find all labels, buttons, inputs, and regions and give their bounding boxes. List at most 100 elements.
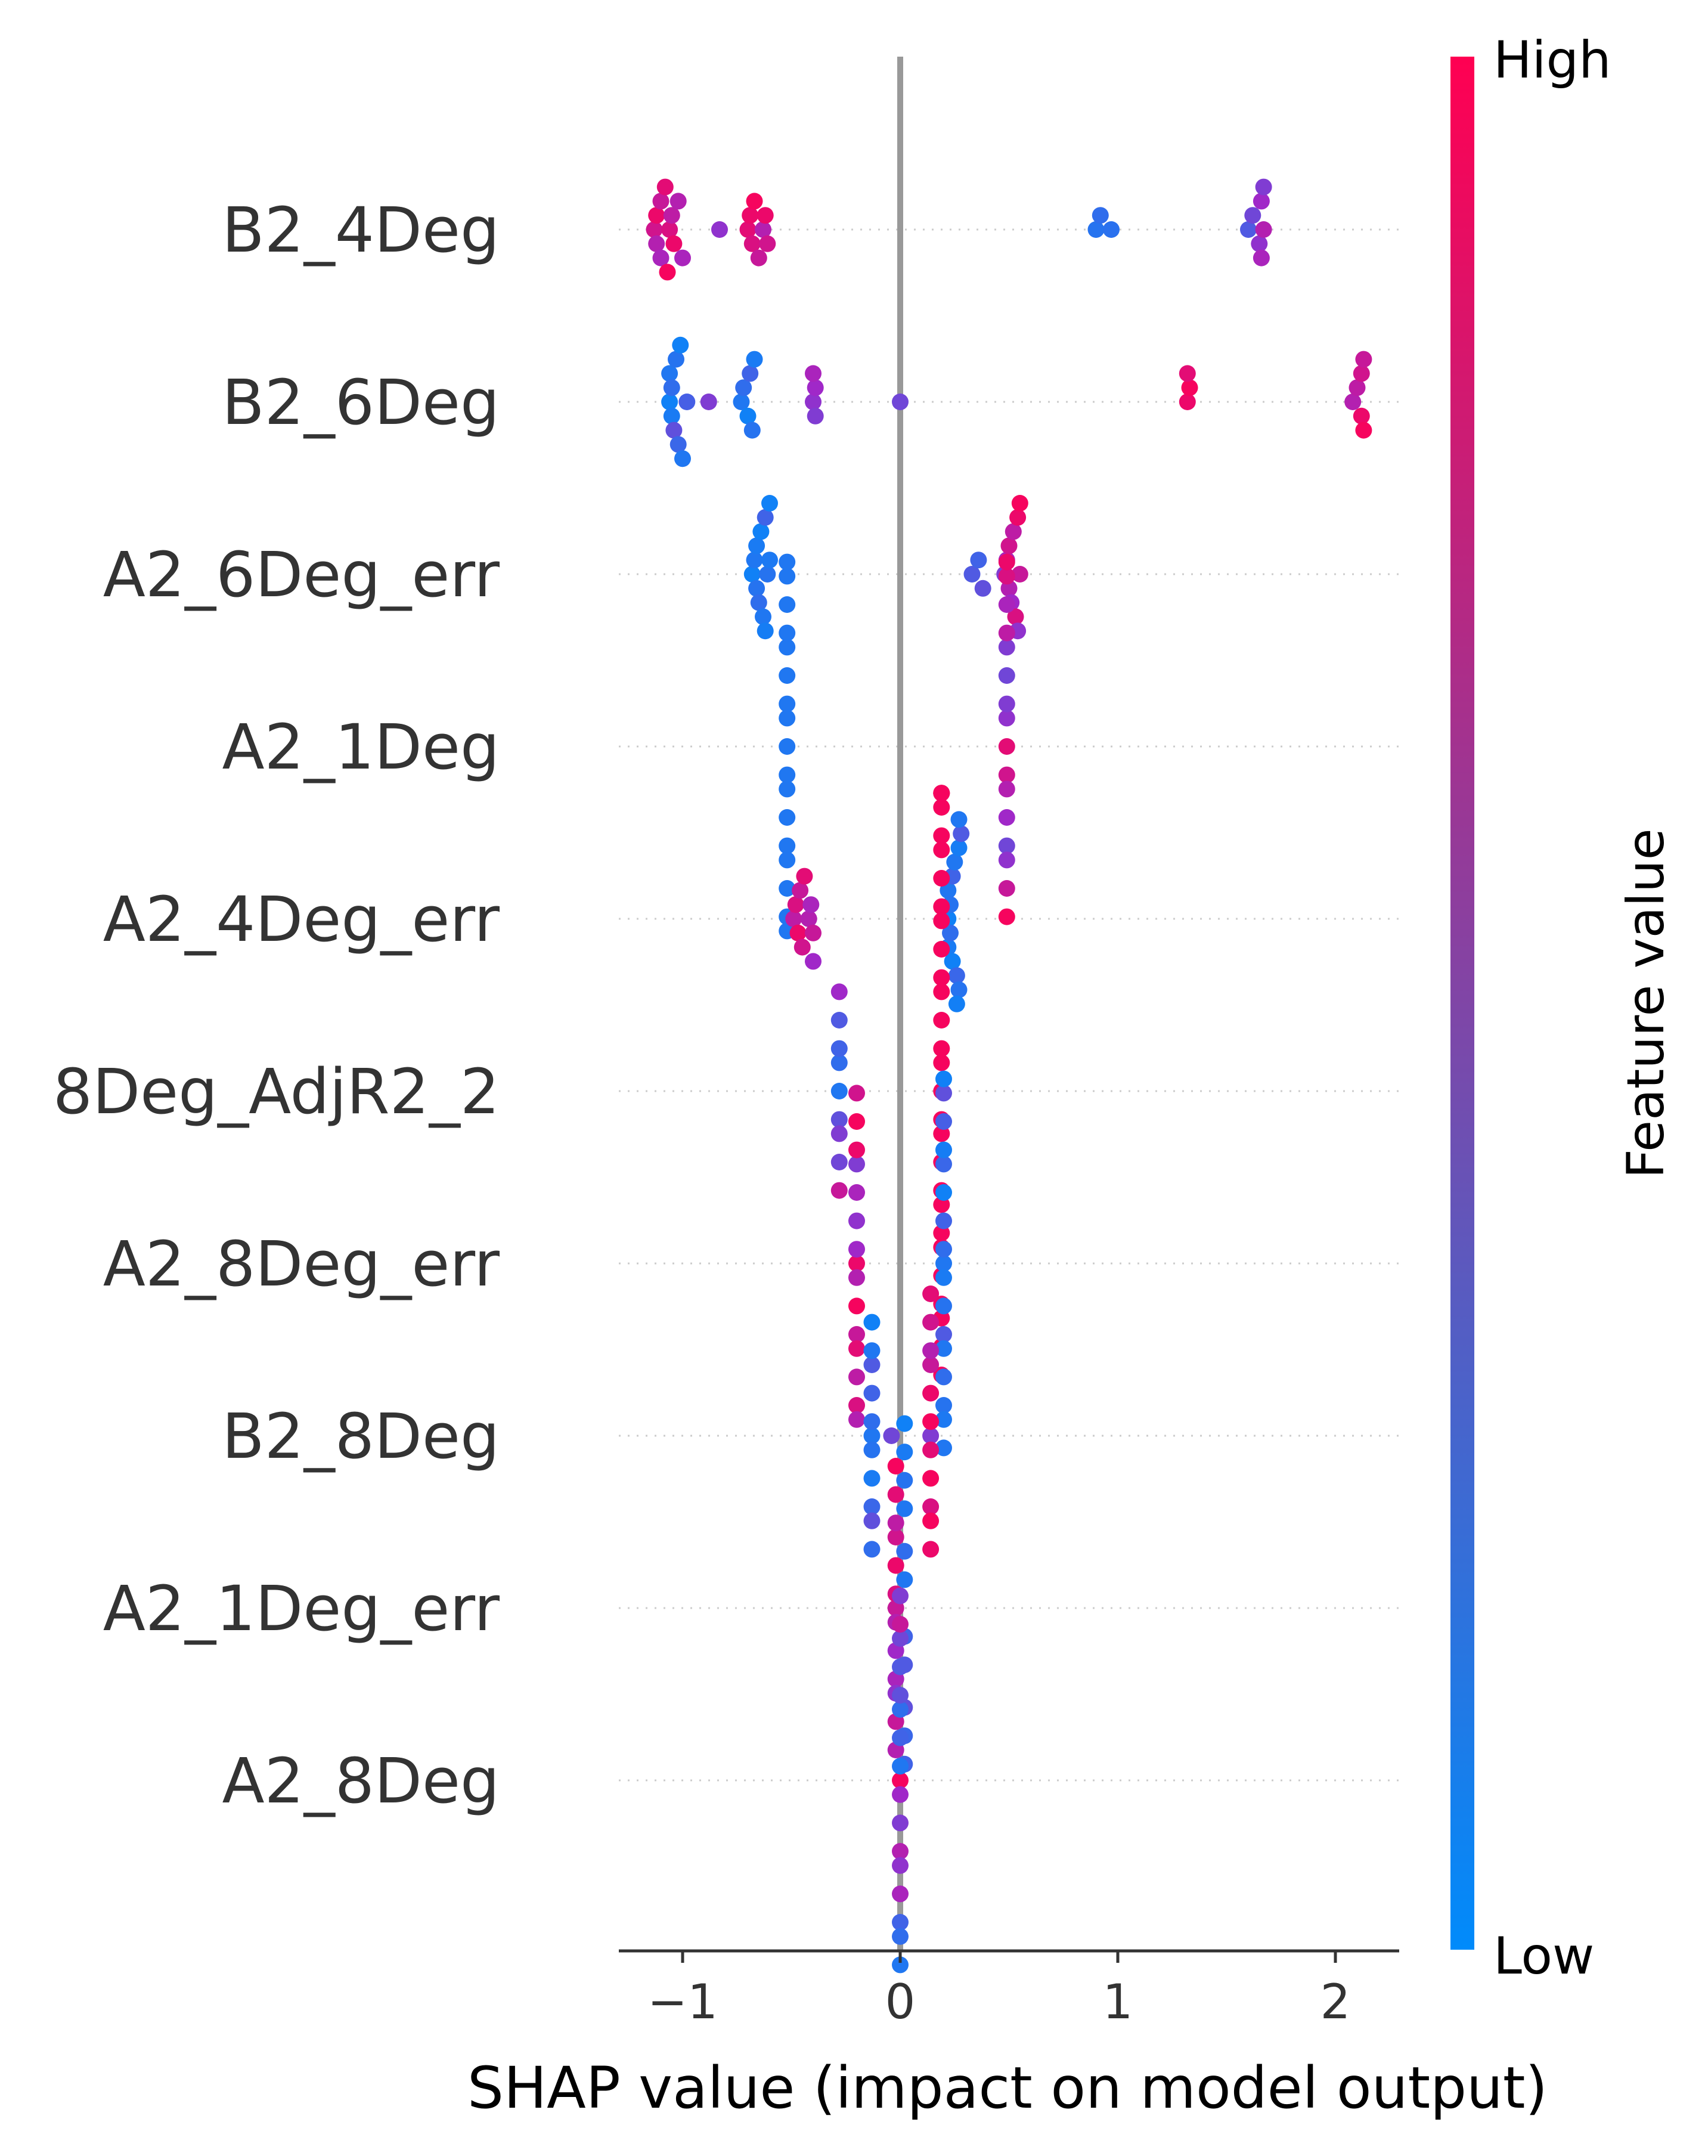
row-guides [619, 228, 1399, 1782]
shap-point [933, 898, 950, 915]
shap-point [892, 1701, 909, 1718]
shap-point [933, 870, 950, 887]
shap-point [848, 1141, 865, 1158]
shap-point [830, 1154, 848, 1170]
shap-point [892, 1772, 909, 1789]
shap-point [848, 1397, 865, 1414]
shap-point [830, 1125, 848, 1142]
shap-point [779, 624, 796, 642]
shap-point [1353, 407, 1370, 425]
shap-point [1092, 207, 1109, 224]
shap-point [848, 1411, 865, 1428]
shap-point [998, 596, 1015, 613]
shap-point [755, 608, 771, 625]
shap-point [848, 1326, 865, 1343]
shap-point [848, 1113, 865, 1130]
shap-point [1253, 249, 1270, 267]
shap-point [1000, 537, 1018, 555]
shap-point [863, 1384, 881, 1402]
shap-point [922, 1342, 940, 1359]
shap-point [892, 1814, 909, 1832]
shap-point [779, 667, 796, 684]
shap-point [735, 379, 752, 396]
shap-point [779, 851, 796, 869]
shap-point [755, 221, 771, 238]
shap-point [935, 1326, 952, 1343]
shap-point [779, 880, 796, 897]
shap-point [674, 249, 691, 267]
shap-point [933, 912, 950, 930]
shap-point [700, 394, 717, 410]
shap-point [935, 1439, 952, 1457]
shap-point [830, 1111, 848, 1128]
shap-point [863, 1356, 881, 1373]
shap-point [963, 566, 981, 583]
shap-point [998, 738, 1015, 755]
shap-point [672, 336, 689, 354]
shap-point [892, 1616, 909, 1633]
shap-point [887, 1529, 904, 1545]
shap-point [892, 1687, 909, 1704]
shap-point [933, 827, 950, 844]
shap-point [922, 1541, 940, 1558]
shap-point [1181, 379, 1198, 396]
shap-point [892, 1630, 909, 1647]
shap-point [789, 924, 807, 941]
shap-point [668, 351, 684, 368]
feature-labels: B2_4Deg B2_6Deg A2_6Deg_err A2_1Deg A2_4Deg_… [53, 194, 500, 1817]
shap-point [935, 1397, 952, 1414]
shap-point [1011, 566, 1028, 583]
shap-point [998, 837, 1015, 854]
shap-point [935, 1070, 952, 1088]
shap-point [998, 880, 1015, 897]
shap-point [1103, 221, 1120, 238]
shap-point [892, 1729, 909, 1746]
shap-point [863, 1541, 881, 1558]
shap-point [1179, 394, 1196, 410]
shap-point [933, 841, 950, 859]
shap-point [887, 1458, 904, 1474]
shap-point [802, 896, 820, 913]
shap-point [998, 780, 1015, 798]
shap-point [950, 811, 968, 828]
shap-point [743, 235, 761, 252]
shap-point [935, 1255, 952, 1272]
shap-point [1007, 608, 1024, 625]
shap-point [739, 221, 757, 238]
shap-point [743, 566, 761, 583]
shap-point [896, 1443, 913, 1461]
shap-point [661, 221, 678, 238]
shap-point [779, 809, 796, 826]
feature-label: B2_8Deg [222, 1400, 500, 1473]
shap-point [933, 799, 950, 816]
shap-point [661, 365, 678, 382]
shap-point [998, 766, 1015, 783]
shap-point [669, 193, 687, 210]
colorbar-title: Feature value [1616, 828, 1676, 1178]
shap-point [779, 553, 796, 571]
shap-point [830, 1054, 848, 1071]
shap-point [922, 1285, 940, 1302]
shap-point [805, 365, 822, 382]
shap-point [1179, 365, 1196, 382]
shap-point [779, 639, 796, 656]
shap-point [661, 394, 678, 410]
shap-point [663, 379, 680, 396]
shap-point [848, 1269, 865, 1286]
shap-point [805, 953, 822, 970]
shap-point [1355, 422, 1372, 439]
shap-point [922, 1441, 940, 1458]
shap-point [863, 1427, 881, 1444]
shap-point [848, 1085, 865, 1102]
shap-point [863, 1342, 881, 1359]
shap-point [922, 1498, 940, 1515]
shap-point [800, 910, 817, 927]
shap-point [922, 1413, 940, 1430]
shap-point [848, 1368, 865, 1386]
shap-point [652, 193, 669, 210]
shap-point [779, 738, 796, 755]
shap-point [1009, 509, 1027, 526]
shap-point [848, 1184, 865, 1201]
shap-point [998, 553, 1015, 571]
